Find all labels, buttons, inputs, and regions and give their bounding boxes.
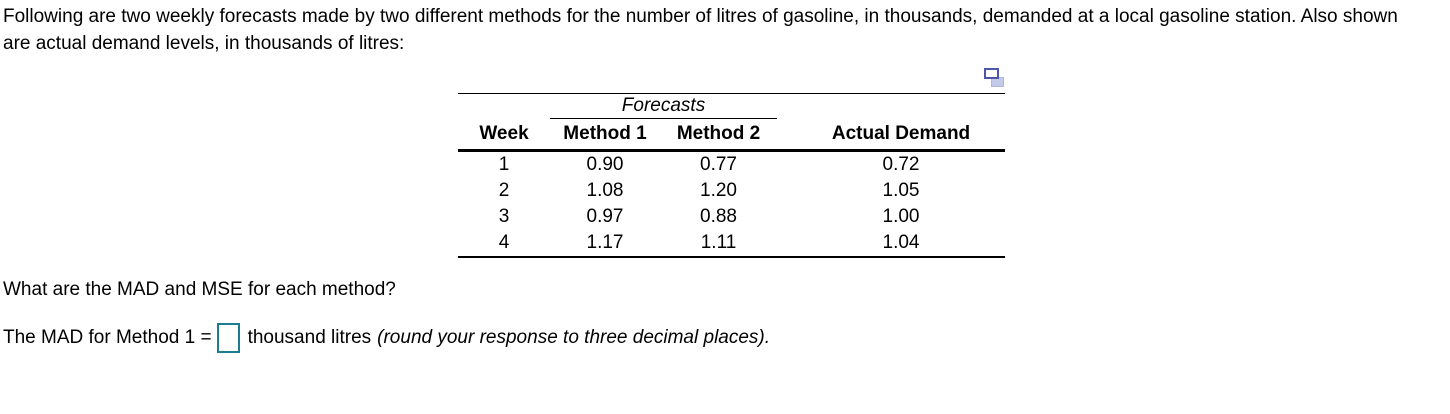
cell-method1: 1.17 <box>586 232 624 253</box>
cell-actual-demand: 1.00 <box>882 206 920 227</box>
spanner-spacer-right <box>777 94 1005 119</box>
cell-method2: 0.77 <box>700 154 737 175</box>
cell-actual-demand: 1.04 <box>882 232 920 253</box>
cell-method2: 0.88 <box>700 206 737 227</box>
cell-week: 1 <box>498 154 510 175</box>
cell-actual-demand: 0.72 <box>882 154 920 175</box>
cell-week: 2 <box>498 180 510 201</box>
cell-method1: 0.97 <box>586 206 624 227</box>
column-header-week: Week <box>458 118 550 152</box>
answer-prefix: The MAD for Method 1 = <box>3 327 212 348</box>
cell-method2: 1.20 <box>700 180 737 201</box>
cell-week: 3 <box>498 206 510 227</box>
cell-method2: 1.11 <box>700 232 737 253</box>
column-header-actual-demand: Actual Demand <box>777 118 1006 152</box>
question-text: What are the MAD and MSE for each method… <box>3 279 396 300</box>
mad-method1-input[interactable] <box>216 323 240 353</box>
table-row: 3 0.97 0.88 1.00 <box>458 204 1005 230</box>
column-header-method2: Method 2 <box>660 118 778 152</box>
table-toolbar <box>458 66 1005 88</box>
forecasts-group-header: Forecasts <box>550 93 778 119</box>
answer-line: The MAD for Method 1 = thousand litres (… <box>3 322 770 354</box>
problem-statement-line2: are actual demand levels, in thousands o… <box>3 33 405 54</box>
popup-table-icon[interactable] <box>984 68 1004 87</box>
forecast-table-block: Forecasts Week Method 1 Method 2 Actual … <box>458 66 1006 258</box>
column-header-method1: Method 1 <box>550 118 660 152</box>
table-row: 2 1.08 1.20 1.05 <box>458 178 1005 204</box>
table-row: 4 1.17 1.11 1.04 <box>458 230 1005 257</box>
cell-actual-demand: 1.05 <box>882 180 920 201</box>
cell-method1: 0.90 <box>586 154 624 175</box>
answer-unit-label: thousand litres <box>247 327 372 348</box>
cell-method1: 1.08 <box>586 180 624 201</box>
popup-table-icon-front <box>984 68 999 79</box>
problem-statement: Following are two weekly forecasts made … <box>3 3 1398 57</box>
problem-statement-line1: Following are two weekly forecasts made … <box>3 6 1398 27</box>
spanner-spacer-left <box>458 94 550 119</box>
rounding-instruction: (round your response to three decimal pl… <box>377 327 771 348</box>
forecast-table: Forecasts Week Method 1 Method 2 Actual … <box>458 93 1006 258</box>
cell-week: 4 <box>498 232 510 253</box>
table-row: 1 0.90 0.77 0.72 <box>458 151 1005 179</box>
